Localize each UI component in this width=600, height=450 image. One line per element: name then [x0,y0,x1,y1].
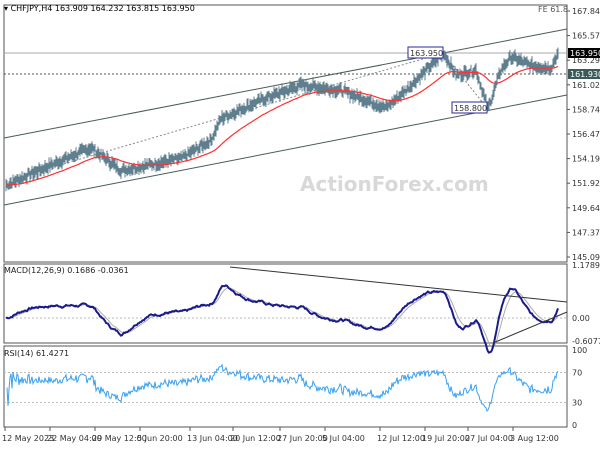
fib-line-2 [442,52,488,109]
x-tick-label: 22 May 04:00 [47,434,102,443]
y-tick-label: 154.195 [572,155,600,164]
level-badge-label: 161.930 [570,70,600,79]
rsi-tick-label: 0 [572,421,577,430]
macd-title: MACD(12,26,9) 0.1686 -0.0361 [4,266,129,275]
y-tick-label: 149.645 [572,204,600,213]
rsi-panel [3,345,568,428]
y-tick-label: 158.745 [572,105,600,114]
macd-panel [3,263,568,344]
current-price-badge [568,48,600,58]
price-bars [5,47,559,192]
annotation-box [407,46,444,59]
y-tick-label: 167.845 [572,7,600,16]
x-tick-label: 27 Jul 04:00 [465,434,513,443]
current-price-label: 163.950 [570,49,600,58]
macd-tick-label: 0.00 [572,314,590,323]
macd-trendline-upper [229,266,568,303]
x-tick-label: 27 Jun 20:00 [277,434,328,443]
y-tick-label: 156.470 [572,130,600,139]
x-tick-label: 19 Jul 20:00 [422,434,470,443]
rsi-line [6,363,559,412]
rsi-title: RSI(14) 61.4271 [4,349,70,358]
y-tick-label: 151.920 [572,179,600,188]
ema-line [5,65,559,186]
rsi-tick-label: 70 [572,369,582,378]
macd-tick-label: 1.1789 [572,261,600,270]
rsi-tick-label: 30 [572,399,582,408]
chart-title: ▾ CHFJPY,H4 163.909 164.232 163.815 163.… [4,4,195,13]
x-tick-label: 29 May 12:00 [92,434,147,443]
x-tick-label: 12 May 2023 [2,434,54,443]
watermark: ActionForex.com [300,172,489,196]
annotation-box [451,101,488,114]
channel-upper [3,28,568,139]
macd-trendline-lower [492,311,568,344]
fib-line-1 [59,52,444,166]
y-tick-label: 161.020 [572,81,600,90]
ohlc-label: 163.909 164.232 163.815 163.950 [54,4,195,13]
macd-signal-line [5,287,559,348]
annotation-label: 158.800 [454,104,487,113]
macd-line [5,284,559,354]
symbol-label: CHFJPY,H4 [10,4,53,13]
x-tick-label: 5 Jul 04:00 [322,434,365,443]
y-tick-label: 145.095 [572,253,600,262]
level-badge [568,69,600,79]
x-tick-label: 3 Aug 12:00 [510,434,559,443]
macd-tick-label: -0.6077 [572,337,600,346]
fe-label: FE 61.8 [538,5,569,14]
annotation-label: 163.950 [410,49,443,58]
x-tick-label: 12 Jul 12:00 [377,434,425,443]
main-panel [3,4,568,263]
rsi-tick-label: 100 [572,346,587,355]
x-tick-label: 5 Jun 20:00 [137,434,183,443]
y-tick-label: 163.295 [572,56,600,65]
x-tick-label: 13 Jun 04:00 [187,434,238,443]
y-tick-label: 147.370 [572,228,600,237]
y-tick-label: 165.570 [572,32,600,41]
x-tick-label: 20 Jun 12:00 [230,434,281,443]
